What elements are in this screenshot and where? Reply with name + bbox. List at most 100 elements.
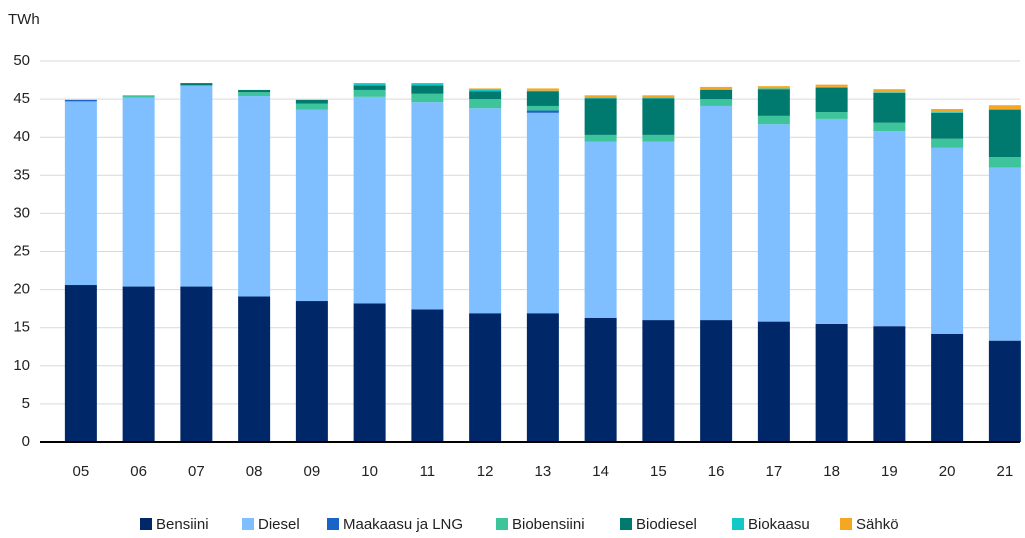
- bar-segment: [757, 89, 790, 116]
- y-tick-label: 5: [22, 395, 30, 412]
- bar-segment: [469, 99, 502, 109]
- bar-segment: [931, 112, 964, 139]
- x-tick-label: 21: [997, 463, 1014, 480]
- legend-label: Diesel: [258, 516, 300, 533]
- bar-segment: [815, 112, 848, 119]
- bar-segment: [815, 86, 848, 88]
- legend-swatch: [496, 518, 508, 530]
- bar-segment: [122, 286, 155, 442]
- bar-segment: [411, 102, 444, 310]
- bar-segment: [988, 157, 1021, 168]
- y-tick-label: 15: [13, 319, 30, 336]
- bar-segment: [122, 95, 155, 98]
- bar-segment: [642, 95, 675, 98]
- bar-segment: [469, 88, 502, 90]
- x-tick-label: 12: [477, 463, 494, 480]
- y-tick-label: 25: [13, 242, 30, 259]
- y-tick-label: 45: [13, 90, 30, 107]
- bar-segment: [642, 141, 675, 321]
- bar-segment: [526, 105, 559, 111]
- bar-segment: [584, 317, 617, 442]
- y-tick-label: 30: [13, 204, 30, 221]
- x-tick-label: 20: [939, 463, 956, 480]
- bar-segment: [353, 96, 386, 304]
- bar-segment: [526, 313, 559, 442]
- y-tick-label: 10: [13, 357, 30, 374]
- bar-segment: [988, 167, 1021, 341]
- bar-segment: [122, 97, 155, 287]
- bar-segment: [642, 134, 675, 142]
- x-tick-label: 06: [130, 463, 147, 480]
- x-tick-label: 18: [823, 463, 840, 480]
- y-axis-label: TWh: [8, 11, 40, 28]
- bar-segment: [353, 85, 386, 90]
- bar-segment: [642, 97, 675, 99]
- bar-segment: [931, 333, 964, 442]
- y-tick-label: 50: [13, 52, 30, 69]
- bar-segment: [526, 90, 559, 92]
- x-tick-label: 16: [708, 463, 725, 480]
- bar-segment: [353, 89, 386, 97]
- bar-segment: [584, 98, 617, 135]
- bar-segment: [873, 93, 906, 123]
- bar-segment: [411, 85, 444, 94]
- bar-segment: [238, 296, 271, 442]
- y-tick-label: 0: [22, 433, 30, 450]
- x-tick-label: 19: [881, 463, 898, 480]
- bar-segment: [238, 92, 271, 97]
- x-tick-label: 13: [535, 463, 552, 480]
- bar-segment: [931, 109, 964, 113]
- bar-segment: [584, 97, 617, 99]
- legend-swatch: [242, 518, 254, 530]
- bar-segment: [642, 98, 675, 135]
- bar-segment: [815, 84, 848, 87]
- bar-segment: [526, 88, 559, 91]
- bar-segment: [931, 112, 964, 113]
- bar-segment: [757, 321, 790, 442]
- bar-segment: [931, 147, 964, 334]
- bar-segment: [295, 103, 328, 110]
- bar-segment: [64, 101, 97, 286]
- bar-segment: [469, 89, 502, 92]
- legend-label: Biobensiini: [512, 516, 585, 533]
- bar-segment: [469, 91, 502, 100]
- bar-segment: [757, 115, 790, 125]
- bar-segment: [873, 89, 906, 93]
- x-tick-label: 15: [650, 463, 667, 480]
- bar-segment: [469, 108, 502, 314]
- bar-segment: [700, 89, 733, 100]
- bar-segment: [469, 313, 502, 442]
- bar-segment: [295, 301, 328, 442]
- y-tick-label: 35: [13, 166, 30, 183]
- legend-swatch: [732, 518, 744, 530]
- x-tick-label: 11: [420, 463, 436, 480]
- bar-segment: [815, 323, 848, 442]
- bar-segment: [873, 326, 906, 442]
- legend-swatch: [620, 518, 632, 530]
- bar-segment: [180, 85, 213, 287]
- x-tick-label: 05: [73, 463, 90, 480]
- bar-segment: [64, 99, 97, 102]
- bar-segment: [353, 303, 386, 442]
- bar-segment: [988, 340, 1021, 442]
- x-tick-label: 10: [361, 463, 378, 480]
- bar-segment: [931, 138, 964, 148]
- bar-segment: [642, 320, 675, 442]
- bar-segment: [815, 118, 848, 324]
- bar-segment: [700, 320, 733, 442]
- bar-segment: [526, 110, 559, 113]
- bar-segment: [295, 99, 328, 104]
- bar-segment: [526, 91, 559, 106]
- legend-label: Maakaasu ja LNG: [343, 516, 463, 533]
- legend-swatch: [327, 518, 339, 530]
- bar-segment: [700, 99, 733, 106]
- bar-segment: [988, 109, 1021, 158]
- bar-segment: [411, 93, 444, 103]
- bar-segment: [988, 109, 1021, 110]
- bar-segment: [584, 95, 617, 98]
- bar-segment: [757, 86, 790, 89]
- bar-segment: [584, 134, 617, 142]
- bar-segment: [988, 105, 1021, 110]
- bar-segment: [180, 83, 213, 86]
- bar-segment: [700, 89, 733, 90]
